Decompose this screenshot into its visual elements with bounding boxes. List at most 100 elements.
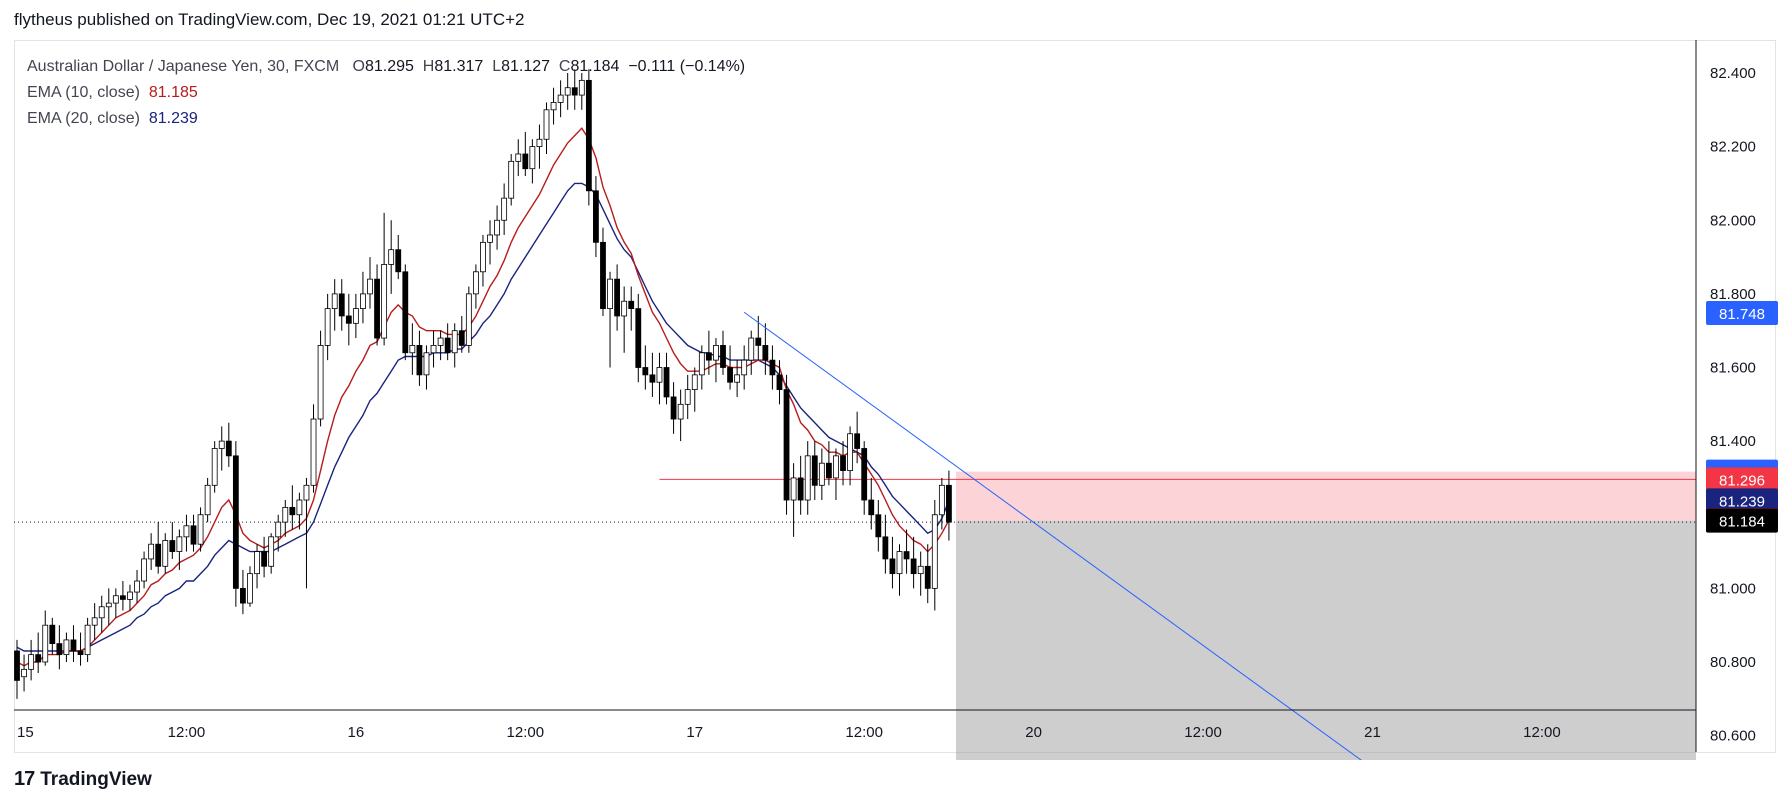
time-tick-label: 15	[17, 724, 34, 741]
ohlc-row: Australian Dollar / Japanese Yen, 30, FX…	[27, 54, 745, 80]
price-tick-label: 82.000	[1710, 212, 1756, 229]
price-tick-label: 81.800	[1710, 286, 1756, 303]
tradingview-brand: TradingView	[40, 768, 152, 790]
high-label: H	[422, 58, 435, 75]
candle	[21, 668, 27, 678]
candle	[663, 367, 670, 398]
price-chart[interactable]: 80.40080.60080.80081.00081.20081.40081.6…	[0, 0, 1791, 760]
candle	[811, 455, 818, 486]
candle	[840, 455, 846, 471]
ema10-line	[16, 127, 950, 667]
candle	[367, 278, 373, 295]
candle	[889, 558, 896, 575]
candle	[211, 448, 218, 486]
candle	[946, 484, 952, 523]
candle	[536, 138, 543, 148]
candle	[741, 359, 748, 376]
candle	[705, 352, 712, 361]
candle	[593, 190, 599, 243]
candle	[360, 293, 366, 309]
candle	[818, 462, 825, 486]
candle	[578, 79, 585, 96]
ema20-label: EMA (20, close)	[27, 110, 140, 127]
candle	[529, 146, 536, 170]
price-tick-label: 80.600	[1710, 728, 1756, 745]
candle	[63, 639, 70, 656]
candle	[409, 345, 416, 354]
candle	[691, 374, 698, 390]
candle	[183, 525, 190, 538]
close-label: C	[558, 58, 571, 75]
candle	[338, 293, 345, 317]
candle	[324, 308, 331, 346]
candle	[105, 602, 112, 608]
candle	[218, 440, 225, 449]
candle	[112, 595, 119, 604]
open-value: 81.295	[364, 58, 414, 75]
trendline-layer	[743, 311, 1362, 760]
candle	[896, 551, 903, 575]
candle	[762, 345, 769, 361]
candle	[734, 374, 741, 383]
ema10-row[interactable]: EMA (10, close) 81.185	[27, 80, 745, 106]
target-zone	[955, 520, 1696, 760]
candle	[713, 345, 719, 361]
candle	[903, 551, 910, 560]
symbol-title[interactable]: Australian Dollar / Japanese Yen, 30, FX…	[27, 58, 340, 75]
publisher-caption: flytheus published on TradingView.com, D…	[14, 10, 525, 29]
candle	[833, 455, 839, 479]
candle	[35, 654, 42, 663]
price-tick-label: 81.400	[1710, 433, 1756, 450]
candle	[910, 558, 917, 575]
candle	[720, 345, 726, 368]
price-tick-label: 81.600	[1710, 360, 1756, 377]
price-tick-label: 81.000	[1710, 580, 1756, 597]
candle	[769, 359, 776, 376]
ema20-line	[16, 182, 950, 652]
tradingview-logo[interactable]: 17 TradingView	[14, 768, 152, 791]
candle	[472, 271, 479, 295]
candle	[310, 418, 317, 486]
price-badge	[1706, 488, 1778, 513]
candle	[571, 87, 578, 96]
chart-frame	[14, 40, 1776, 753]
ema20-value: 81.239	[148, 110, 198, 127]
candle	[84, 624, 91, 656]
time-tick-label: 12:00	[168, 724, 206, 741]
open-label: O	[352, 58, 365, 75]
price-badge-label: 81.184	[1719, 514, 1765, 531]
candle	[698, 352, 705, 376]
candle	[790, 477, 797, 501]
ema20-row[interactable]: EMA (20, close) 81.239	[27, 106, 745, 132]
candle	[684, 389, 691, 405]
candle	[120, 595, 126, 600]
price-tick-label: 82.200	[1710, 139, 1756, 156]
candle	[381, 264, 388, 339]
candle	[42, 624, 49, 663]
price-badges: 81.74881.31781.29681.23981.18581.18480.4…	[1706, 301, 1778, 533]
time-tick-label: 17	[686, 724, 703, 741]
candle	[670, 396, 677, 420]
time-tick-label: 12:00	[845, 724, 883, 741]
candle	[374, 278, 380, 339]
candle	[642, 367, 649, 376]
candle	[931, 514, 938, 589]
candle	[621, 300, 628, 317]
candle	[656, 367, 663, 383]
price-badge	[1706, 301, 1778, 326]
candle	[225, 440, 232, 457]
candle	[451, 330, 458, 354]
candle	[197, 514, 204, 545]
candle	[317, 345, 324, 420]
candle	[847, 433, 853, 471]
candle	[861, 448, 868, 501]
price-axis: 80.40080.60080.80081.00081.20081.40081.6…	[1695, 40, 1756, 752]
candle	[557, 94, 564, 103]
ema10-value: 81.185	[148, 84, 198, 101]
time-tick-label: 20	[1025, 724, 1042, 741]
candle	[14, 650, 20, 681]
candle	[628, 300, 635, 309]
candle	[515, 153, 522, 162]
candle	[303, 484, 310, 501]
candle	[141, 558, 147, 582]
